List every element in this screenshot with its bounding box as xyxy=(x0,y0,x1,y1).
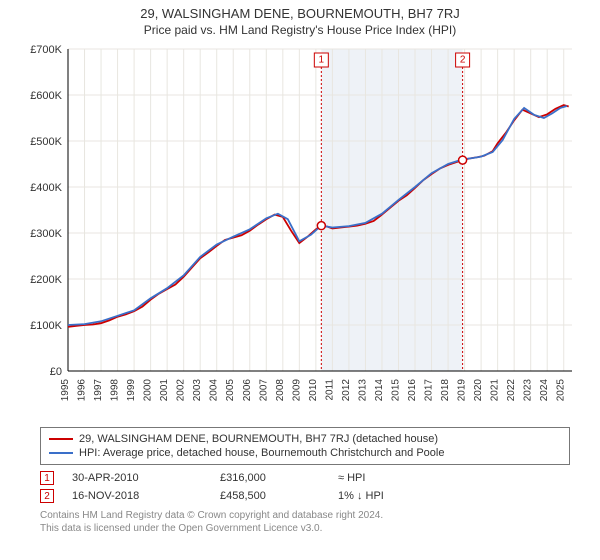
svg-text:2016: 2016 xyxy=(407,379,418,402)
legend-item: 29, WALSINGHAM DENE, BOURNEMOUTH, BH7 7R… xyxy=(49,432,561,446)
svg-text:2004: 2004 xyxy=(209,379,220,402)
price-chart: £0 £100K £200K £300K £400K £500K £600K £700K 199… xyxy=(20,41,580,421)
footer: Contains HM Land Registry data © Crown c… xyxy=(40,509,570,535)
svg-text:2017: 2017 xyxy=(424,379,435,402)
sale-marker: 1 xyxy=(40,471,54,485)
svg-text:£200K: £200K xyxy=(30,274,62,286)
sale-price: £316,000 xyxy=(220,472,320,484)
svg-text:2019: 2019 xyxy=(457,379,468,402)
sale-row: 2 16-NOV-2018 £458,500 1% ↓ HPI xyxy=(40,487,570,505)
svg-text:1997: 1997 xyxy=(93,379,104,402)
svg-text:£100K: £100K xyxy=(30,320,62,332)
svg-text:2022: 2022 xyxy=(506,379,517,402)
sale-price: £458,500 xyxy=(220,490,320,502)
chart-title: 29, WALSINGHAM DENE, BOURNEMOUTH, BH7 7R… xyxy=(0,0,600,21)
svg-text:2011: 2011 xyxy=(324,379,335,401)
svg-text:2014: 2014 xyxy=(374,379,385,402)
sale-date: 30-APR-2010 xyxy=(72,472,202,484)
legend-label: HPI: Average price, detached house, Bour… xyxy=(79,447,444,459)
legend-swatch xyxy=(49,452,73,454)
legend-item: HPI: Average price, detached house, Bour… xyxy=(49,446,561,460)
sale-date: 16-NOV-2018 xyxy=(72,490,202,502)
svg-text:2015: 2015 xyxy=(390,379,401,402)
svg-text:2021: 2021 xyxy=(490,379,501,402)
legend-swatch xyxy=(49,438,73,440)
svg-text:1999: 1999 xyxy=(126,379,137,402)
legend-label: 29, WALSINGHAM DENE, BOURNEMOUTH, BH7 7R… xyxy=(79,433,438,445)
chart-svg: £0 £100K £200K £300K £400K £500K £600K £700K 199… xyxy=(20,41,580,421)
svg-text:£400K: £400K xyxy=(30,182,62,194)
svg-text:£0: £0 xyxy=(50,366,62,378)
sale-marker: 2 xyxy=(40,489,54,503)
svg-text:2003: 2003 xyxy=(192,379,203,402)
svg-text:2: 2 xyxy=(460,55,466,66)
svg-text:2008: 2008 xyxy=(275,379,286,402)
sale-comparison: ≈ HPI xyxy=(338,472,458,484)
svg-text:1: 1 xyxy=(319,55,325,66)
svg-text:2010: 2010 xyxy=(308,379,319,402)
svg-text:2025: 2025 xyxy=(556,379,567,402)
svg-text:2000: 2000 xyxy=(143,379,154,402)
svg-text:1998: 1998 xyxy=(110,379,121,402)
svg-text:2007: 2007 xyxy=(258,379,269,402)
sales-table: 1 30-APR-2010 £316,000 ≈ HPI 2 16-NOV-2018 £45… xyxy=(40,469,570,505)
svg-text:2020: 2020 xyxy=(473,379,484,402)
footer-line-1: Contains HM Land Registry data © Crown c… xyxy=(40,509,570,522)
svg-text:1996: 1996 xyxy=(77,379,88,402)
svg-text:2012: 2012 xyxy=(341,379,352,402)
svg-text:1995: 1995 xyxy=(60,379,71,402)
svg-text:£700K: £700K xyxy=(30,44,62,56)
svg-text:£300K: £300K xyxy=(30,228,62,240)
svg-text:£600K: £600K xyxy=(30,90,62,102)
chart-subtitle: Price paid vs. HM Land Registry's House … xyxy=(0,21,600,41)
svg-text:2005: 2005 xyxy=(225,379,236,402)
svg-text:2002: 2002 xyxy=(176,379,187,402)
svg-text:2009: 2009 xyxy=(291,379,302,402)
legend: 29, WALSINGHAM DENE, BOURNEMOUTH, BH7 7R… xyxy=(40,427,570,465)
footer-line-2: This data is licensed under the Open Gov… xyxy=(40,522,570,535)
svg-text:2013: 2013 xyxy=(357,379,368,402)
sale-row: 1 30-APR-2010 £316,000 ≈ HPI xyxy=(40,469,570,487)
svg-text:£500K: £500K xyxy=(30,136,62,148)
svg-text:2024: 2024 xyxy=(539,379,550,402)
svg-text:2001: 2001 xyxy=(159,379,170,402)
svg-text:2023: 2023 xyxy=(523,379,534,402)
svg-text:2006: 2006 xyxy=(242,379,253,402)
svg-text:2018: 2018 xyxy=(440,379,451,402)
sale-comparison: 1% ↓ HPI xyxy=(338,490,458,502)
